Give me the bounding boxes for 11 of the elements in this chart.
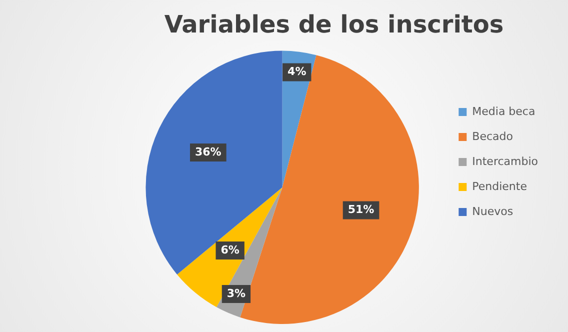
data-label: 6% [220, 243, 240, 256]
data-label: 36% [194, 145, 222, 158]
data-label: 51% [348, 203, 374, 216]
legend-label: Nuevos [472, 204, 514, 218]
chart-title: Variables de los inscritos [164, 10, 504, 39]
data-label: 4% [288, 65, 306, 78]
data-label: 3% [226, 286, 246, 300]
legend-label: Pendiente [472, 180, 528, 193]
legend-label: Media beca [472, 104, 536, 118]
legend-label: Becado [472, 130, 514, 143]
legend-label: Intercambio [472, 154, 538, 168]
